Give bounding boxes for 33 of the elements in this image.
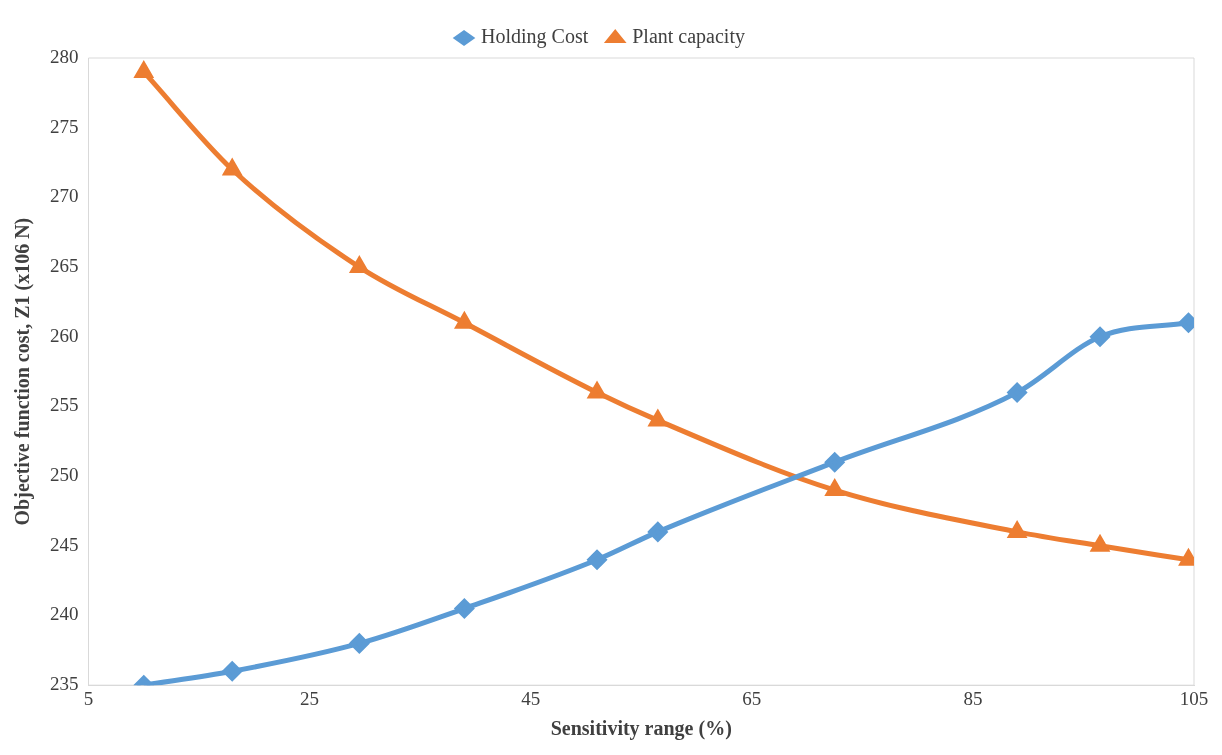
y-tick-label: 245 xyxy=(50,533,79,555)
x-tick-label: 25 xyxy=(300,687,320,709)
point xyxy=(1006,520,1028,538)
y-tick-label: 240 xyxy=(50,603,79,625)
y-tick-label: 280 xyxy=(50,45,79,67)
x-axis-title: Sensitivity range (%) xyxy=(550,717,732,741)
point xyxy=(349,255,368,274)
y-tick-label: 260 xyxy=(50,324,79,346)
y-tick-label: 275 xyxy=(50,115,79,137)
point xyxy=(349,633,369,653)
point xyxy=(647,408,667,427)
point xyxy=(1091,536,1109,552)
legend-label: Plant capacity xyxy=(632,25,745,49)
y-tick-label: 265 xyxy=(50,255,79,277)
x-tick-label: 65 xyxy=(742,687,762,709)
y-tick-label: 235 xyxy=(50,673,79,695)
x-tick-label: 45 xyxy=(521,687,541,709)
y-axis-title: Objective function cost, Z1 (x106 N) xyxy=(11,217,35,526)
point xyxy=(824,478,845,497)
x-tick-label: 85 xyxy=(963,687,983,709)
point xyxy=(222,661,242,681)
point xyxy=(454,599,474,619)
point xyxy=(825,452,845,472)
legend-label: Holding Cost xyxy=(481,25,589,49)
y-tick-label: 255 xyxy=(50,394,79,416)
point xyxy=(135,62,153,78)
point xyxy=(648,522,668,542)
x-tick-label: 105 xyxy=(1179,687,1209,709)
point xyxy=(587,550,607,570)
point xyxy=(222,157,243,176)
x-tick-label: 5 xyxy=(83,687,94,709)
y-tick-label: 270 xyxy=(50,185,79,207)
y-tick-label: 250 xyxy=(50,464,79,486)
